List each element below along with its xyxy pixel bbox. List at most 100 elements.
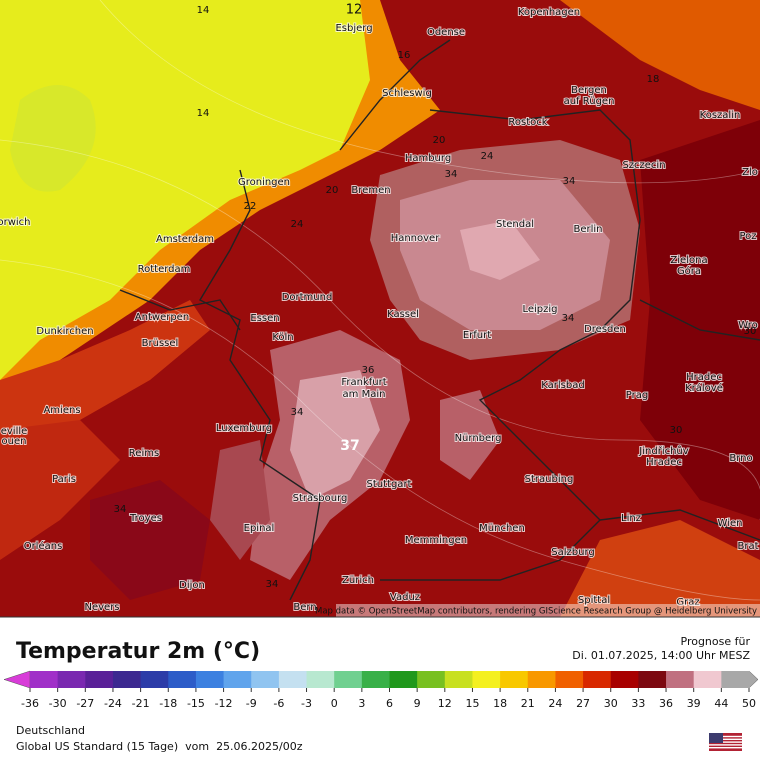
city-label: Erfurt	[463, 330, 491, 341]
colorbar-tick-label: 39	[687, 697, 701, 710]
city-label: München	[479, 523, 525, 534]
city-label: Leipzig	[522, 304, 557, 315]
city-label: Zürich	[342, 575, 374, 586]
contour-label: 30	[670, 425, 683, 436]
colorbar-tick-label: 36	[659, 697, 673, 710]
colorbar-segment	[417, 671, 446, 688]
city-label: ouen	[2, 436, 27, 447]
colorbar-segment	[444, 671, 473, 688]
colorbar-arrow-left	[3, 670, 31, 689]
city-label: Troyes	[129, 513, 162, 524]
city-label: am Main	[343, 389, 386, 400]
city-label: Dunkirchen	[36, 326, 93, 337]
colorbar-segment	[334, 671, 363, 688]
colorbar-tick-label: 21	[521, 697, 535, 710]
colorbar-segment	[306, 671, 335, 688]
city-labels: Kopenhagen Esbjerg Odense Schleswig Berg…	[0, 6, 760, 614]
forecast-label: Prognose für	[681, 635, 751, 648]
city-label: orwich	[0, 217, 31, 228]
city-label: Koszalin	[700, 110, 741, 121]
city-label: Hradec	[686, 372, 722, 383]
contour-label: 34	[114, 504, 127, 515]
city-label: Antwerpen	[135, 312, 189, 323]
contour-label: 14	[197, 108, 210, 119]
colorbar-tick-label: 3	[358, 697, 365, 710]
colorbar-segment	[583, 671, 612, 688]
contour-label: 22	[244, 201, 257, 212]
contour-label: 12	[346, 3, 363, 18]
colorbar-segment	[500, 671, 529, 688]
city-label: Orléans	[24, 540, 63, 552]
city-label: Luxemburg	[216, 423, 272, 434]
colorbar-tick-label: -15	[187, 697, 205, 710]
city-label: Essen	[250, 313, 279, 324]
colorbar-tick-label: -6	[273, 697, 284, 710]
attribution: Map data © OpenStreetMap contributors, r…	[315, 607, 757, 617]
city-label: Wro	[738, 320, 757, 331]
footer-region: Deutschland	[16, 724, 85, 737]
colorbar-segment	[666, 671, 695, 688]
footer-model: Global US Standard (15 Tage) vom 25.06.2…	[16, 740, 303, 753]
colorbar-tick-label: -3	[301, 697, 312, 710]
city-label: Prag	[626, 390, 648, 401]
city-label: Hannover	[391, 233, 441, 244]
contour-label: 34	[445, 169, 458, 180]
city-label: Dortmund	[282, 292, 333, 303]
colorbar-segment	[223, 671, 252, 688]
colorbar-tick-label: -36	[21, 697, 39, 710]
city-label: Paris	[52, 474, 76, 485]
colorbar-segment	[389, 671, 418, 688]
city-label: Linz	[621, 513, 641, 524]
colorbar-segment	[30, 671, 59, 688]
colorbar-segment	[251, 671, 280, 688]
city-label: Brno	[729, 453, 752, 464]
contour-label: 34	[291, 407, 304, 418]
colorbar-tick-label: 44	[714, 697, 728, 710]
city-label: eville	[1, 426, 28, 437]
city-label: Stuttgart	[367, 479, 412, 490]
colorbar-segment	[57, 671, 86, 688]
contour-label: 37	[340, 438, 359, 454]
city-label: Brüssel	[142, 338, 179, 349]
colorbar-tick-label: 6	[386, 697, 393, 710]
colorbar-segment	[140, 671, 169, 688]
colorbar-tick-label: 0	[331, 697, 338, 710]
city-label: Reims	[129, 448, 159, 459]
contour-label: 24	[481, 151, 494, 162]
colorbar-tick-label: 30	[604, 697, 618, 710]
colorbar-segment	[112, 671, 142, 688]
city-label: Kassel	[387, 309, 419, 320]
colorbar-tick-label: -24	[104, 697, 122, 710]
city-label: Góra	[677, 265, 701, 277]
city-label: Spittal	[578, 595, 610, 606]
contour-label: 34	[563, 176, 576, 187]
colorbar-segment	[610, 671, 639, 688]
city-label: Brat	[737, 541, 758, 552]
city-label: Poz	[739, 231, 756, 242]
city-label: Köln	[272, 332, 293, 343]
city-label: Epinal	[244, 523, 275, 534]
contour-label: 34	[266, 579, 279, 590]
city-label: Strasbourg	[293, 493, 348, 504]
city-label: Králové	[685, 382, 723, 394]
city-label: Rotterdam	[138, 264, 191, 275]
city-label: Salzburg	[551, 547, 594, 558]
contour-label: 14	[197, 5, 210, 16]
colorbar-segment	[693, 671, 722, 688]
colorbar-segment	[721, 671, 750, 688]
city-label: Amiens	[43, 405, 80, 416]
city-label: auf Rügen	[564, 96, 615, 107]
contour-label: 20	[326, 185, 339, 196]
city-label: Groningen	[238, 177, 290, 188]
city-label: Esbjerg	[335, 23, 372, 34]
colorbar-tick-label: -30	[49, 697, 67, 710]
city-label: Rostock	[508, 117, 547, 128]
colorbar: -36 -30 -27 -24 -21 -18 -15 -12 -9 -6 -3 0 3 6 9 12 15 18…	[3, 670, 759, 710]
contour-labels: 14 12 16 14 18 20 24 20 22 24 34 34 34 3…	[114, 3, 757, 591]
city-label: Karlsbad	[541, 380, 584, 391]
contour-label: 16	[398, 50, 411, 61]
city-label: Bern	[293, 602, 316, 613]
